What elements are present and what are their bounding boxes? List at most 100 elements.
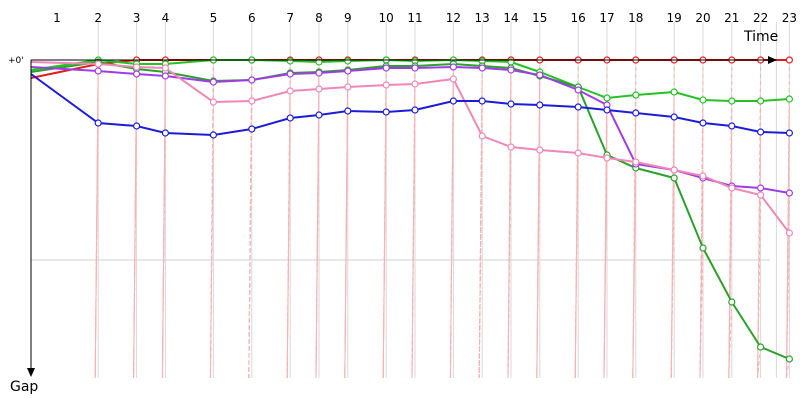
lap-label: 20 (695, 11, 710, 25)
series-point (785, 129, 794, 137)
lap-drop-line (536, 149, 541, 379)
series-point (699, 172, 707, 180)
lap-drop-line (728, 125, 733, 379)
series-point (507, 100, 515, 108)
x-axis-title: Time (743, 29, 778, 45)
series-point (507, 143, 515, 151)
series-point (382, 64, 390, 72)
series-point (603, 106, 611, 114)
series-point (756, 343, 765, 351)
series-point (209, 98, 217, 106)
series-point (286, 70, 294, 78)
series-point (133, 122, 141, 130)
series-lines (30, 56, 794, 363)
series-point (344, 107, 352, 115)
lap-drop-line (757, 131, 762, 379)
series-point (728, 122, 736, 130)
series-point (670, 166, 678, 174)
lap-drop-line (94, 122, 99, 379)
series-point (315, 69, 323, 77)
series-point (756, 184, 765, 192)
series-point (315, 85, 323, 93)
series-point (286, 87, 294, 95)
series-point (209, 78, 217, 86)
series-point (382, 108, 390, 116)
series-line-5 (30, 73, 790, 137)
lap-drop-line (161, 67, 166, 379)
lap-label: 6 (248, 11, 256, 25)
lap-label: 22 (753, 11, 768, 25)
series-point (161, 129, 169, 137)
lap-drop-line (757, 346, 762, 379)
lap-drop-line (286, 117, 291, 379)
series-point (411, 64, 419, 72)
series-point (574, 86, 582, 94)
series-point (478, 64, 486, 72)
series-point (507, 66, 515, 74)
series-point (728, 184, 736, 192)
series-point (632, 91, 640, 99)
series-point (574, 149, 582, 157)
series-point (756, 128, 765, 136)
series-point (344, 57, 352, 65)
series-point (449, 63, 457, 71)
zero-gap-label: +0' (8, 56, 24, 66)
lap-label: 2 (94, 11, 102, 25)
series-point (756, 97, 765, 105)
series-point (536, 146, 544, 154)
lap-drop-line (382, 111, 387, 379)
series-point (94, 67, 102, 75)
series-point (248, 97, 256, 105)
lap-drop-line (574, 152, 579, 379)
lap-dropdown-lines (94, 59, 790, 379)
series-point (449, 75, 457, 83)
lap-label: 18 (628, 11, 643, 25)
lap-drop-line (315, 88, 320, 379)
lap-drop-line (344, 110, 349, 379)
lap-label: 3 (133, 11, 141, 25)
series-point (94, 119, 102, 127)
lap-label: 23 (782, 11, 797, 25)
series-point (699, 244, 707, 252)
lap-drop-line (507, 146, 512, 379)
series-point (161, 72, 169, 80)
y-axis-arrow (27, 368, 35, 377)
lap-label: 15 (532, 11, 547, 25)
lap-label: 9 (344, 11, 352, 25)
series-point (699, 119, 707, 127)
series-point (785, 229, 794, 237)
series-point (670, 88, 678, 96)
lap-label: 17 (599, 11, 614, 25)
series-point (603, 94, 611, 102)
series-point (449, 97, 457, 105)
lap-label: 19 (667, 11, 682, 25)
lap-drop-line (728, 187, 733, 379)
series-point (728, 298, 736, 306)
lap-drop-line (603, 104, 608, 379)
series-point (785, 95, 794, 103)
series-point (286, 57, 294, 65)
series-point (785, 56, 794, 64)
series-line-4 (30, 61, 791, 234)
lap-label: 11 (407, 11, 422, 25)
series-point (785, 189, 794, 197)
series-point (344, 83, 352, 91)
series-line-2 (30, 60, 790, 360)
series-point (315, 111, 323, 119)
series-point (161, 64, 169, 72)
series-point (209, 131, 217, 139)
lap-label: 16 (571, 11, 586, 25)
lap-drop-line (632, 167, 637, 379)
series-point (248, 76, 256, 84)
series-point (632, 109, 640, 117)
lap-label: 14 (503, 11, 518, 25)
lap-drop-line (133, 125, 138, 379)
series-point (478, 132, 486, 140)
lap-drop-line (411, 109, 416, 379)
lap-label: 1 (53, 11, 61, 25)
series-point (785, 355, 794, 363)
series-point (248, 125, 256, 133)
series-point (728, 97, 736, 105)
lap-label: 5 (210, 11, 218, 25)
series-point (286, 114, 294, 122)
